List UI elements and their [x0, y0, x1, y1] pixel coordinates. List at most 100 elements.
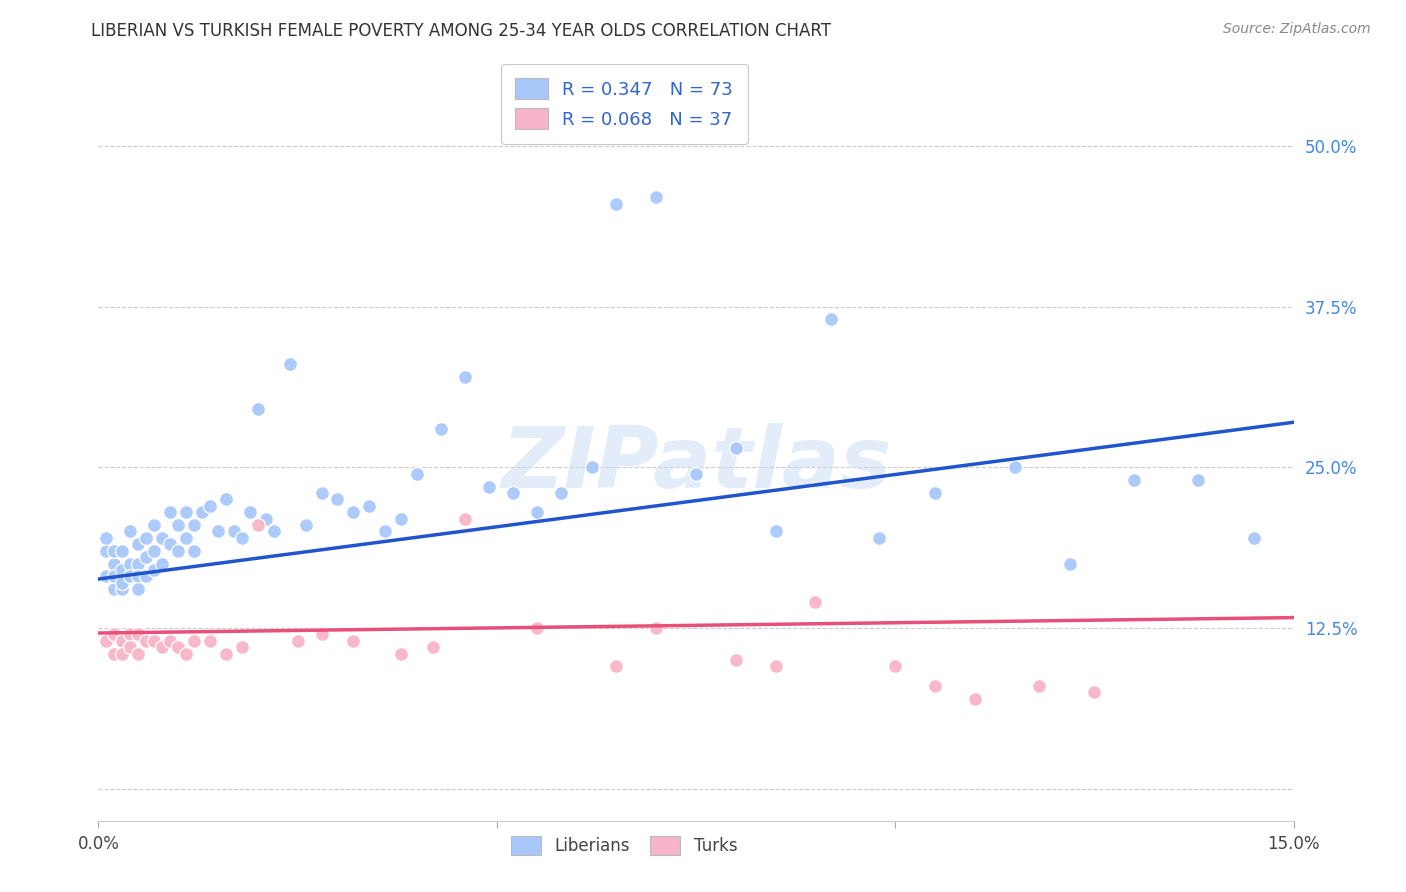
Point	[96, 633, 118, 648]
Point	[963, 691, 986, 706]
Point	[254, 511, 277, 525]
Point	[550, 486, 572, 500]
Point	[605, 196, 627, 211]
Point	[159, 505, 181, 519]
Point	[127, 627, 149, 641]
Point	[111, 582, 134, 597]
Point	[103, 569, 125, 583]
Point	[287, 633, 309, 648]
Point	[311, 627, 333, 641]
Point	[167, 518, 190, 533]
Point	[167, 543, 190, 558]
Point	[765, 659, 787, 673]
Point	[222, 524, 245, 539]
Point	[1243, 531, 1265, 545]
Point	[581, 460, 603, 475]
Point	[1059, 557, 1081, 571]
Point	[135, 531, 157, 545]
Point	[198, 499, 221, 513]
Point	[191, 505, 214, 519]
Point	[605, 659, 627, 673]
Point	[478, 479, 501, 493]
Point	[183, 518, 205, 533]
Point	[96, 531, 118, 545]
Point	[645, 621, 668, 635]
Point	[143, 563, 166, 577]
Point	[111, 633, 134, 648]
Point	[724, 653, 747, 667]
Point	[454, 511, 477, 525]
Point	[150, 640, 173, 655]
Point	[231, 531, 253, 545]
Point	[150, 557, 173, 571]
Point	[342, 633, 364, 648]
Point	[502, 486, 524, 500]
Point	[111, 543, 134, 558]
Point	[103, 557, 125, 571]
Point	[294, 518, 316, 533]
Point	[120, 524, 142, 539]
Point	[120, 627, 142, 641]
Point	[135, 633, 157, 648]
Point	[215, 492, 238, 507]
Point	[120, 569, 142, 583]
Point	[127, 582, 149, 597]
Point	[406, 467, 429, 481]
Point	[820, 312, 842, 326]
Point	[454, 370, 477, 384]
Text: LIBERIAN VS TURKISH FEMALE POVERTY AMONG 25-34 YEAR OLDS CORRELATION CHART: LIBERIAN VS TURKISH FEMALE POVERTY AMONG…	[91, 22, 831, 40]
Point	[342, 505, 364, 519]
Point	[389, 647, 412, 661]
Point	[645, 190, 668, 204]
Point	[374, 524, 396, 539]
Point	[231, 640, 253, 655]
Point	[183, 543, 205, 558]
Text: Source: ZipAtlas.com: Source: ZipAtlas.com	[1223, 22, 1371, 37]
Point	[103, 543, 125, 558]
Point	[1187, 473, 1209, 487]
Point	[135, 569, 157, 583]
Point	[174, 531, 197, 545]
Point	[127, 537, 149, 551]
Point	[103, 647, 125, 661]
Point	[359, 499, 381, 513]
Point	[526, 505, 548, 519]
Point	[120, 640, 142, 655]
Point	[96, 569, 118, 583]
Point	[174, 505, 197, 519]
Point	[263, 524, 285, 539]
Point	[685, 467, 707, 481]
Point	[765, 524, 787, 539]
Point	[120, 557, 142, 571]
Point	[111, 647, 134, 661]
Point	[389, 511, 412, 525]
Point	[326, 492, 349, 507]
Point	[143, 633, 166, 648]
Point	[127, 557, 149, 571]
Point	[159, 537, 181, 551]
Point	[150, 531, 173, 545]
Point	[526, 621, 548, 635]
Point	[103, 627, 125, 641]
Point	[1123, 473, 1146, 487]
Point	[1004, 460, 1026, 475]
Point	[127, 647, 149, 661]
Point	[422, 640, 444, 655]
Point	[246, 518, 269, 533]
Point	[311, 486, 333, 500]
Point	[924, 486, 946, 500]
Point	[278, 358, 301, 372]
Point	[198, 633, 221, 648]
Point	[174, 647, 197, 661]
Point	[430, 422, 453, 436]
Point	[143, 518, 166, 533]
Point	[924, 679, 946, 693]
Point	[868, 531, 890, 545]
Point	[1083, 685, 1105, 699]
Point	[167, 640, 190, 655]
Point	[96, 543, 118, 558]
Point	[239, 505, 262, 519]
Point	[215, 647, 238, 661]
Point	[724, 441, 747, 455]
Point	[246, 402, 269, 417]
